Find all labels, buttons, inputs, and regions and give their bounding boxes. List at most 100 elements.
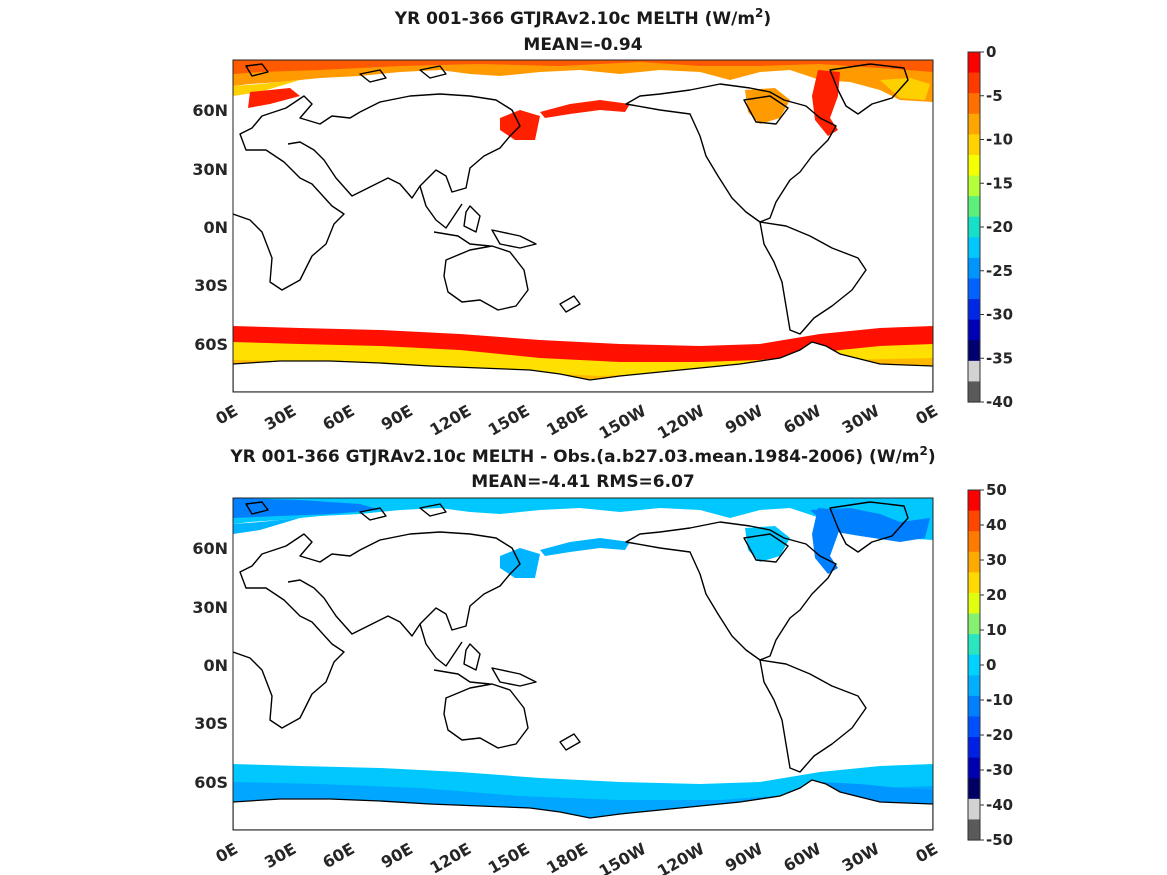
lat-label: 0N bbox=[203, 656, 228, 675]
colorbar-swatch bbox=[968, 196, 980, 218]
lon-label: 0E bbox=[912, 839, 941, 866]
colorbar-swatch bbox=[968, 490, 980, 512]
lon-label: 120E bbox=[426, 839, 474, 875]
colorbar-swatch bbox=[968, 340, 980, 362]
map-frame bbox=[232, 497, 934, 831]
colorbar-swatch bbox=[968, 592, 980, 615]
panel-bottom: YR 001-366 GTJRAv2.10c MELTH - Obs.(a.b2… bbox=[192, 444, 1013, 875]
colorbar-swatch bbox=[968, 257, 980, 280]
colorbar-tick-label: -20 bbox=[986, 726, 1013, 744]
colorbar-tick-label: -10 bbox=[986, 691, 1013, 709]
lon-label: 60E bbox=[319, 839, 357, 872]
colorbar-tick-label: -30 bbox=[986, 761, 1013, 779]
lat-label: 60S bbox=[194, 335, 228, 354]
colorbar: 50 40 30 20 10 0 -10 -20 -30 -40 -50 bbox=[967, 481, 1013, 849]
colorbar-swatch bbox=[968, 113, 980, 135]
lat-axis: 60N 30N 0N 30S 60S bbox=[192, 539, 228, 792]
colorbar-swatch bbox=[968, 510, 980, 532]
colorbar-tick-label: 40 bbox=[986, 516, 1007, 534]
panel-top: YR 001-366 GTJRAv2.10c MELTH (W/m2) MEAN… bbox=[192, 6, 1013, 443]
colorbar-tick-label: 0 bbox=[986, 43, 996, 61]
colorbar-swatch bbox=[968, 634, 980, 656]
map-area bbox=[233, 60, 933, 392]
colorbar-tick-label: 10 bbox=[986, 621, 1007, 639]
lon-label: 0E bbox=[212, 839, 241, 866]
panel-subtitle: MEAN=-4.41 RMS=6.07 bbox=[471, 472, 695, 492]
colorbar-tick-label: -40 bbox=[986, 796, 1013, 814]
colorbar-swatch bbox=[968, 237, 980, 259]
colorbar-tick-label: 50 bbox=[986, 481, 1007, 499]
lon-label: 60E bbox=[319, 401, 357, 434]
lat-label: 30N bbox=[192, 598, 228, 617]
colorbar-swatch bbox=[968, 381, 980, 403]
lon-label: 0E bbox=[912, 401, 941, 428]
arctic-field bbox=[233, 498, 933, 578]
colorbar-swatch bbox=[968, 319, 980, 341]
colorbar-swatch bbox=[968, 52, 980, 74]
colorbar-tick-label: 20 bbox=[986, 586, 1007, 604]
map-frame bbox=[232, 59, 934, 393]
colorbar-swatch bbox=[968, 613, 980, 635]
colorbar-swatch bbox=[968, 154, 980, 177]
antarctica-land bbox=[233, 779, 933, 830]
lon-label: 60W bbox=[780, 839, 824, 875]
colorbar-tick-label: -15 bbox=[986, 174, 1013, 192]
lon-axis: 0E 30E 60E 90E 120E 150E 180E 150W 120W 90W 60W 30W… bbox=[212, 401, 941, 443]
lon-label: 30E bbox=[261, 401, 299, 434]
colorbar-swatch bbox=[968, 695, 980, 718]
colorbar-swatch bbox=[968, 551, 980, 573]
lat-label: 30S bbox=[194, 276, 228, 295]
lon-label: 150E bbox=[485, 401, 533, 440]
colorbar-tick-label: 0 bbox=[986, 656, 996, 674]
lat-label: 60N bbox=[192, 539, 228, 558]
lat-axis: 60N 30N 0N 30S 60S bbox=[192, 101, 228, 354]
colorbar-tick-label: -10 bbox=[986, 131, 1013, 149]
lat-label: 30N bbox=[192, 160, 228, 179]
colorbar-swatch bbox=[968, 675, 980, 697]
lon-label: 150E bbox=[485, 839, 533, 875]
colorbar-swatch bbox=[968, 798, 980, 821]
lat-label: 30S bbox=[194, 714, 228, 733]
colorbar: 0 -5 -10 -15 -20 -25 -30 -35 -40 bbox=[967, 43, 1013, 411]
colorbar-swatch bbox=[968, 757, 980, 779]
colorbar-swatch bbox=[968, 299, 980, 321]
colorbar-swatch bbox=[968, 737, 980, 759]
map-area bbox=[233, 498, 933, 830]
colorbar-swatch bbox=[968, 778, 980, 800]
lon-label: 120W bbox=[654, 839, 708, 875]
colorbar-swatch bbox=[968, 716, 980, 738]
panel-title: YR 001-366 GTJRAv2.10c MELTH - Obs.(a.b2… bbox=[229, 444, 935, 467]
lon-label: 60W bbox=[780, 401, 824, 438]
antarctica-land bbox=[233, 341, 933, 392]
coastlines bbox=[233, 501, 909, 773]
colorbar-swatch bbox=[968, 819, 980, 841]
lat-label: 0N bbox=[203, 218, 228, 237]
lon-label: 120E bbox=[426, 401, 474, 440]
lon-label: 180E bbox=[543, 401, 591, 440]
lon-label: 90E bbox=[378, 401, 416, 434]
colorbar-swatch bbox=[968, 134, 980, 156]
colorbar-swatch bbox=[968, 278, 980, 300]
colorbar-tick-label: -40 bbox=[986, 393, 1013, 411]
colorbar-swatch bbox=[968, 93, 980, 115]
colorbar-tick-label: 30 bbox=[986, 551, 1007, 569]
colorbar-tick-label: -20 bbox=[986, 218, 1013, 236]
colorbar-tick-label: -50 bbox=[986, 831, 1013, 849]
colorbar-swatch bbox=[968, 531, 980, 553]
colorbar-swatch bbox=[968, 175, 980, 197]
lon-label: 30E bbox=[261, 839, 299, 872]
lon-label: 0E bbox=[212, 401, 241, 428]
lon-label: 180E bbox=[543, 839, 591, 875]
colorbar-swatch bbox=[968, 654, 980, 676]
colorbar-tick-label: -5 bbox=[986, 87, 1003, 105]
lat-label: 60S bbox=[194, 773, 228, 792]
colorbar-swatch bbox=[968, 572, 980, 594]
colorbar-swatch bbox=[968, 216, 980, 238]
lat-label: 60N bbox=[192, 101, 228, 120]
colorbar-tick-label: -25 bbox=[986, 262, 1013, 280]
lon-label: 30W bbox=[839, 839, 883, 875]
colorbar-tick-label: -30 bbox=[986, 306, 1013, 324]
panel-subtitle: MEAN=-0.94 bbox=[523, 35, 642, 55]
colorbar-tick-label: -35 bbox=[986, 349, 1013, 367]
lon-label: 30W bbox=[839, 401, 883, 438]
